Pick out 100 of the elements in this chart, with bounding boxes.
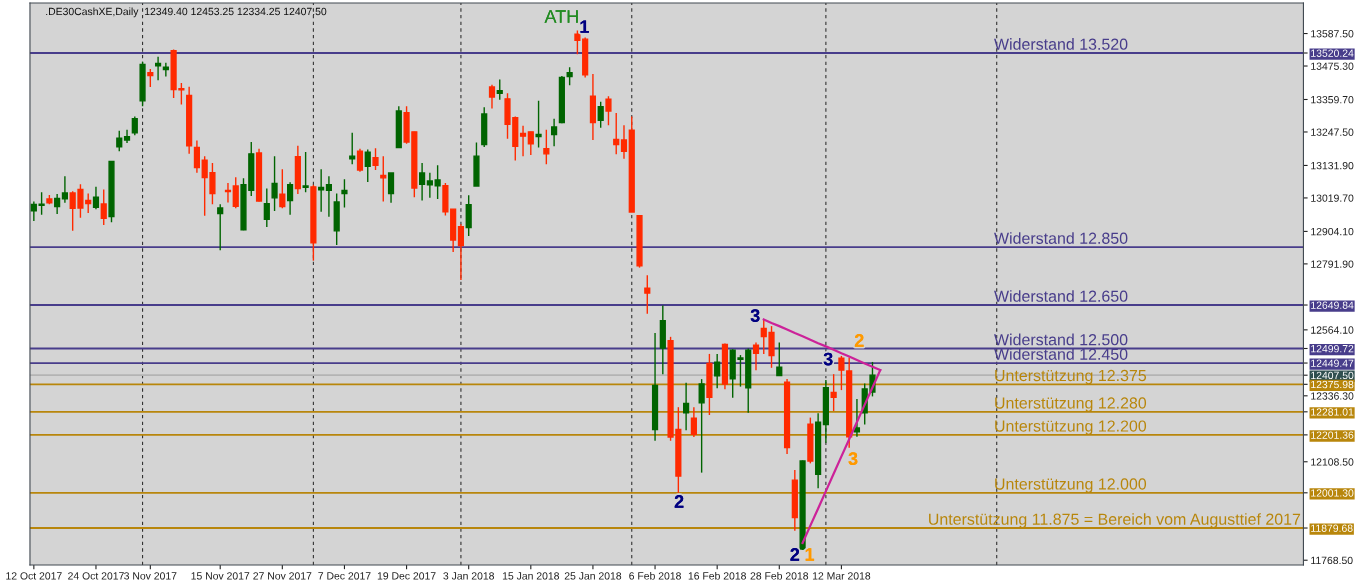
candlestick xyxy=(488,83,496,110)
ref-line-label: Widerstand 12.450 xyxy=(994,348,1128,360)
candlestick xyxy=(496,78,503,101)
y-tick-label: 11768.50 xyxy=(1311,556,1353,565)
x-tick-label: 12 Oct 2017 xyxy=(6,572,62,580)
candlestick xyxy=(61,175,69,204)
ref-line-label: Widerstand 12.650 xyxy=(994,290,1128,302)
x-tick-label: 15 Jan 2018 xyxy=(502,572,560,580)
ref-line-label: Widerstand 13.520 xyxy=(994,38,1128,50)
candlestick xyxy=(193,139,201,174)
chart-title: .DE30CashXE,Daily 12349.40 12453.25 12334.25 12407.50 xyxy=(46,7,327,18)
annotation: 3 xyxy=(848,452,858,466)
annotation: 3 xyxy=(823,352,833,366)
ref-line-label: Unterstützung 12.000 xyxy=(995,478,1147,493)
x-tick-label: 24 Oct 2017 xyxy=(68,572,124,580)
candlestick xyxy=(714,353,721,390)
ref-line-label: Widerstand 12.500 xyxy=(994,333,1128,346)
x-tick-label: 28 Feb 2018 xyxy=(750,571,809,580)
y-tick-label: 11879.68 xyxy=(1311,524,1353,532)
candlestick xyxy=(364,148,371,183)
candlestick xyxy=(341,178,348,209)
x-tick-label: 3 Jan 2018 xyxy=(443,572,495,580)
y-tick-label: 12649.84 xyxy=(1311,301,1354,309)
ref-line-label: Unterstützung 12.375 xyxy=(995,369,1147,385)
candlestick xyxy=(690,406,697,438)
candlestick xyxy=(349,132,356,165)
candlestick xyxy=(698,378,705,474)
candlestick xyxy=(387,172,395,204)
x-tick-label: 7 Dec 2017 xyxy=(318,572,371,580)
y-tick-label: 12281.01 xyxy=(1311,408,1354,416)
candlestick xyxy=(543,129,550,165)
candlestick xyxy=(372,147,379,171)
candlestick xyxy=(302,151,309,194)
candlestick xyxy=(644,274,651,315)
y-tick-label: 12791.90 xyxy=(1311,260,1354,268)
candlestick xyxy=(380,155,387,203)
candlestick xyxy=(92,186,100,210)
candlestick xyxy=(527,131,534,156)
candlestick xyxy=(356,147,364,173)
candlestick xyxy=(620,124,628,160)
x-tick-label: 27 Nov 2017 xyxy=(253,572,312,580)
candlestick xyxy=(116,129,123,152)
candlestick xyxy=(426,171,433,199)
x-tick-label: 6 Feb 2018 xyxy=(629,571,681,580)
candlestick xyxy=(434,164,441,200)
candlestick xyxy=(100,188,107,226)
y-tick-label: 12904.10 xyxy=(1311,227,1354,236)
annotation: 2 xyxy=(674,495,684,508)
candlestick xyxy=(286,181,294,216)
y-tick-label: 13520.24 xyxy=(1311,49,1354,57)
y-tick-label: 12407.50 xyxy=(1311,371,1354,380)
x-tick-label: 3 Nov 2017 xyxy=(124,572,177,580)
candlestick xyxy=(613,112,620,155)
candlestick xyxy=(457,223,465,281)
y-tick-label: 13131.90 xyxy=(1311,161,1354,170)
candlestick xyxy=(605,95,612,126)
x-tick-label: 16 Feb 2018 xyxy=(688,571,746,580)
y-tick-label: 13475.30 xyxy=(1311,62,1354,70)
y-tick-label: 12564.10 xyxy=(1311,326,1354,334)
ref-line-label: Unterstützung 12.200 xyxy=(995,420,1147,435)
candlestick xyxy=(418,162,426,202)
candlestick xyxy=(551,118,558,148)
candlestick xyxy=(232,176,239,209)
annotation: 2 xyxy=(790,548,800,561)
candlestick xyxy=(263,187,270,228)
y-tick-label: 12449.47 xyxy=(1311,359,1354,367)
y-tick-label: 13019.70 xyxy=(1311,194,1354,202)
candlestick xyxy=(683,382,690,432)
y-tick-label: 12375.98 xyxy=(1311,380,1354,389)
y-tick-label: 13359.70 xyxy=(1311,95,1354,104)
candlestick xyxy=(535,100,542,149)
x-tick-label: 15 Nov 2017 xyxy=(191,572,250,580)
ref-line-label: Unterstützung 11.875 = Bereich vom Augusttief 2017 xyxy=(929,513,1301,529)
candlestick xyxy=(131,115,138,137)
y-tick-label: 12201.36 xyxy=(1311,431,1354,439)
candlestick xyxy=(54,193,61,215)
candlestick xyxy=(30,200,37,222)
candlestick xyxy=(597,101,604,129)
candlestick xyxy=(271,155,278,212)
y-tick-label: 12001.30 xyxy=(1311,489,1354,497)
ref-line-label: Widerstand 12.850 xyxy=(994,232,1128,244)
x-tick-label: 12 Mar 2018 xyxy=(812,572,871,580)
annotation: 3 xyxy=(750,309,760,323)
y-tick-label: 12499.72 xyxy=(1311,344,1354,353)
candlestick xyxy=(752,341,760,371)
candlestick xyxy=(154,56,162,81)
annotation: 2 xyxy=(854,334,864,347)
y-tick-label: 12336.30 xyxy=(1311,392,1354,400)
x-tick-label: 25 Jan 2018 xyxy=(564,572,622,580)
y-tick-label: 12108.50 xyxy=(1311,458,1354,466)
candlestick xyxy=(279,168,286,209)
ref-line-label: Unterstützung 12.280 xyxy=(995,397,1147,412)
annotation: ATH xyxy=(544,10,578,23)
candlestick xyxy=(830,373,837,412)
candlestick xyxy=(217,203,224,251)
y-tick-label: 13247.50 xyxy=(1311,128,1354,136)
candlestick xyxy=(325,175,333,218)
y-tick-label: 13587.50 xyxy=(1311,30,1354,38)
candlestick xyxy=(776,341,783,377)
annotation: 1 xyxy=(805,548,815,561)
